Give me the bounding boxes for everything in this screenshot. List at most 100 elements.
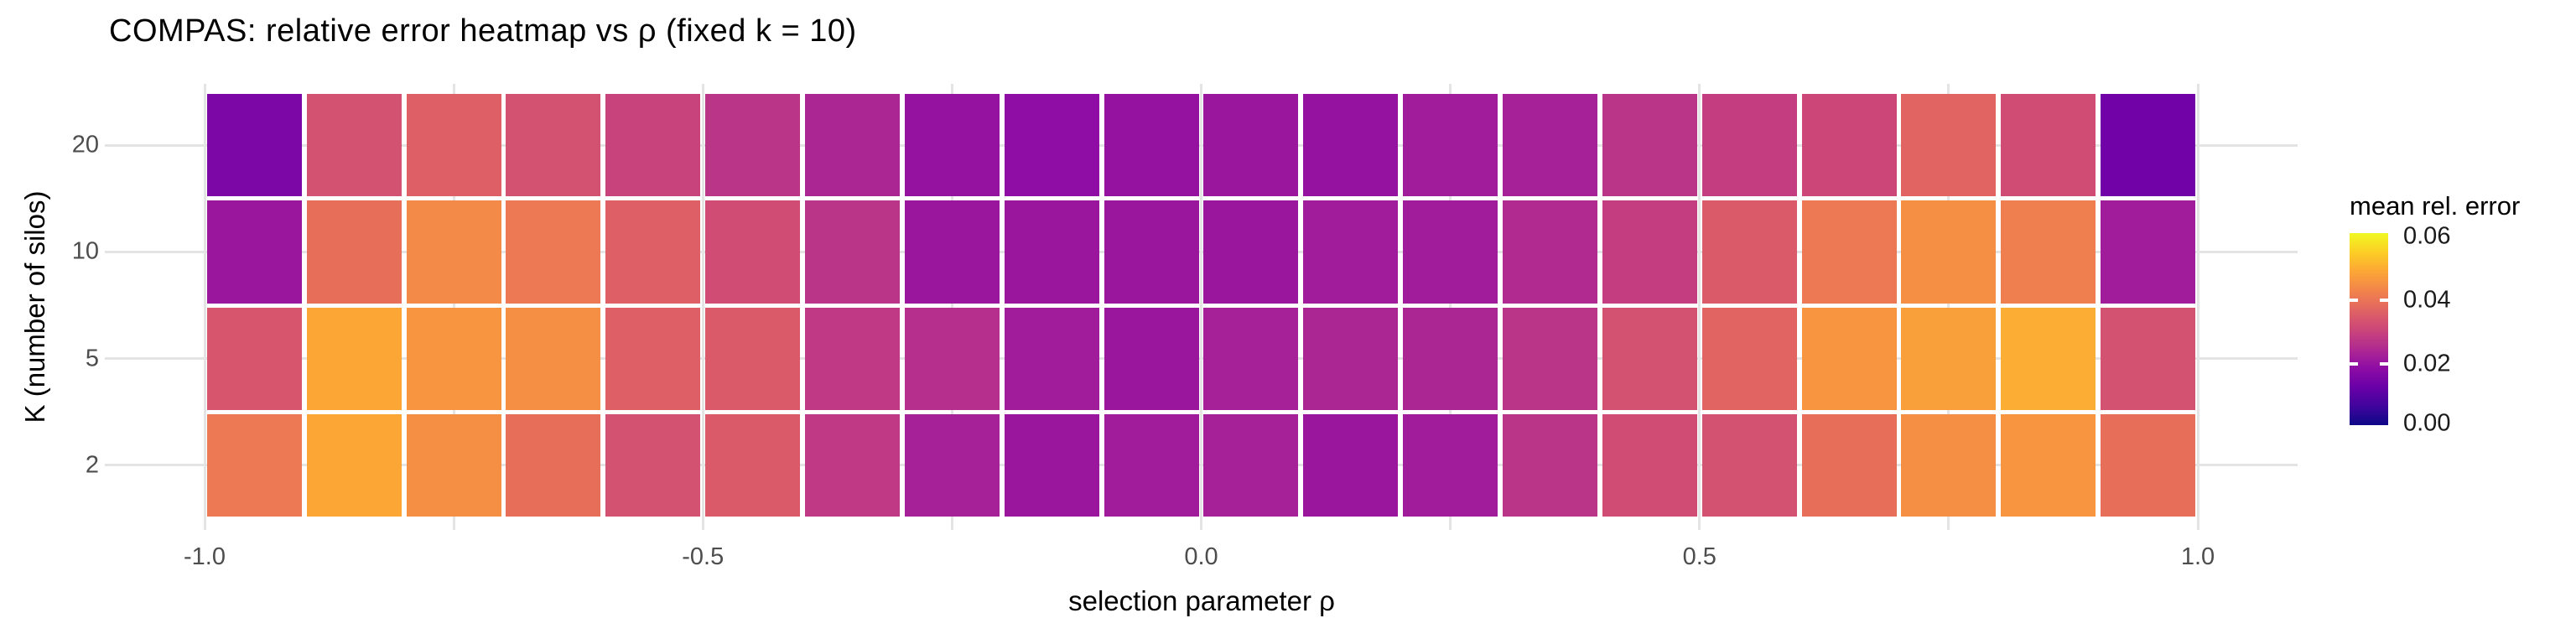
heatmap-tile: [406, 200, 501, 304]
heatmap-tile: [1104, 307, 1199, 410]
x-gridline: [1449, 84, 1452, 530]
heatmap-tile: [1602, 94, 1697, 197]
heatmap-tile: [605, 307, 701, 410]
legend-tick-label: 0.02: [2403, 350, 2451, 377]
heatmap-tile: [1701, 307, 1797, 410]
legend-tick-label: 0.06: [2403, 222, 2451, 250]
x-axis-title: selection parameter ρ: [1068, 585, 1335, 616]
heatmap-tile: [306, 307, 402, 410]
heatmap-tile: [1701, 200, 1797, 304]
heatmap-tile: [206, 307, 302, 410]
heatmap-tile: [1403, 200, 1498, 304]
x-gridline: [950, 84, 953, 530]
heatmap-tile: [1403, 307, 1498, 410]
heatmap-tile: [306, 94, 402, 197]
x-gridline: [1947, 84, 1950, 530]
x-tick-label: 0.5: [1682, 543, 1716, 570]
heatmap-tile: [1502, 413, 1597, 517]
heatmap-tile: [1303, 200, 1399, 304]
heatmap-tile: [406, 307, 501, 410]
heatmap-tile: [206, 200, 302, 304]
heatmap-tile: [1901, 413, 1997, 517]
heatmap-tile: [1004, 200, 1099, 304]
colorbar-tick: [2350, 299, 2358, 303]
heatmap-tile: [506, 307, 601, 410]
heatmap-tile: [705, 307, 801, 410]
heatmap-tile: [306, 200, 402, 304]
heatmap-tile: [1303, 94, 1399, 197]
heatmap-tile: [1801, 307, 1897, 410]
x-tick-label: -0.5: [682, 543, 724, 570]
heatmap-tile: [406, 413, 501, 517]
x-tick-label: 0.0: [1184, 543, 1218, 570]
y-axis-title: K (number of silos): [19, 190, 50, 423]
heatmap-tile: [1901, 200, 1997, 304]
heatmap-tile: [1901, 307, 1997, 410]
heatmap-tile: [1602, 307, 1697, 410]
heatmap-tile: [506, 413, 601, 517]
heatmap-tile: [805, 413, 901, 517]
heatmap-tile: [1602, 413, 1697, 517]
heatmap-tile: [1004, 307, 1099, 410]
heatmap-tile: [904, 94, 1000, 197]
heatmap-tile: [1203, 94, 1299, 197]
heatmap-tile: [705, 413, 801, 517]
heatmap-tile: [1801, 94, 1897, 197]
heatmap-tile: [1701, 413, 1797, 517]
heatmap-tile: [1004, 413, 1099, 517]
heatmap-tile: [805, 94, 901, 197]
y-gridline: [105, 464, 2298, 467]
heatmap-tile: [2101, 94, 2196, 197]
heatmap-tile: [1104, 94, 1199, 197]
heatmap-tile: [1303, 307, 1399, 410]
heatmap-tile: [2001, 413, 2096, 517]
heatmap-tile: [2001, 307, 2096, 410]
heatmap-tile: [506, 200, 601, 304]
x-tick-label: 1.0: [2180, 543, 2215, 570]
heatmap-tile: [206, 413, 302, 517]
y-gridline: [105, 250, 2298, 253]
x-gridline: [203, 84, 206, 530]
y-gridline: [105, 357, 2298, 361]
heatmap-tile: [1502, 94, 1597, 197]
heatmap-tile: [1901, 94, 1997, 197]
heatmap-tile: [506, 94, 601, 197]
heatmap-tile: [805, 307, 901, 410]
heatmap-tile: [605, 200, 701, 304]
x-gridline: [1698, 84, 1701, 530]
heatmap-tile: [2001, 200, 2096, 304]
colorbar-tick: [2380, 362, 2388, 366]
y-tick-label: 5: [85, 345, 99, 372]
x-gridline: [452, 84, 455, 530]
heatmap-tile: [805, 200, 901, 304]
heatmap-tile: [1602, 200, 1697, 304]
heatmap-tile: [1502, 200, 1597, 304]
heatmap-tile: [2101, 413, 2196, 517]
heatmap-tile: [904, 413, 1000, 517]
heatmap-tile: [705, 200, 801, 304]
heatmap-tile: [1203, 413, 1299, 517]
heatmap-tile: [904, 307, 1000, 410]
plot-title: COMPAS: relative error heatmap vs ρ (fix…: [109, 13, 857, 49]
y-tick-label: 10: [71, 237, 99, 265]
heatmap-tile: [406, 94, 501, 197]
y-tick-label: 20: [71, 131, 99, 158]
heatmap-tile: [2101, 200, 2196, 304]
heatmap-tile: [1403, 94, 1498, 197]
legend-tick-label: 0.00: [2403, 409, 2451, 437]
heatmap-tile: [2001, 94, 2096, 197]
colorbar-tick: [2380, 299, 2388, 303]
x-gridline: [1200, 84, 1202, 530]
colorbar-gradient: [2350, 233, 2388, 425]
colorbar-tick: [2350, 362, 2358, 366]
heatmap-tile: [1203, 307, 1299, 410]
legend-title: mean rel. error: [2350, 191, 2521, 221]
heatmap-tile: [705, 94, 801, 197]
heatmap-tile: [605, 413, 701, 517]
heatmap-tile: [1303, 413, 1399, 517]
legend-tick-label: 0.04: [2403, 286, 2451, 314]
plot-panel: [105, 84, 2298, 530]
heatmap-tile: [1801, 200, 1897, 304]
heatmap-tile: [1104, 200, 1199, 304]
